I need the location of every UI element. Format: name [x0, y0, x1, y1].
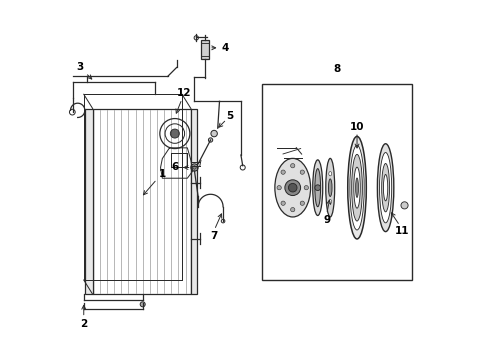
Circle shape	[290, 207, 294, 212]
Circle shape	[314, 185, 320, 190]
Ellipse shape	[353, 167, 360, 208]
Ellipse shape	[381, 163, 389, 212]
Bar	[262, 84, 411, 280]
Ellipse shape	[314, 168, 320, 207]
Circle shape	[300, 170, 304, 174]
Circle shape	[290, 163, 294, 168]
Circle shape	[276, 185, 281, 190]
Text: 11: 11	[394, 226, 408, 236]
Ellipse shape	[355, 178, 358, 197]
Ellipse shape	[328, 185, 331, 190]
Circle shape	[208, 138, 212, 142]
Text: 4: 4	[221, 43, 228, 53]
Circle shape	[304, 185, 308, 190]
Bar	[190, 109, 197, 294]
Circle shape	[400, 202, 407, 209]
Ellipse shape	[383, 175, 387, 201]
Ellipse shape	[328, 172, 331, 176]
Text: 6: 6	[171, 162, 178, 172]
Bar	[201, 40, 209, 59]
Circle shape	[210, 130, 217, 137]
Bar	[84, 109, 93, 294]
Text: 12: 12	[176, 88, 191, 98]
Ellipse shape	[328, 179, 331, 197]
Circle shape	[281, 170, 285, 174]
Text: 2: 2	[80, 319, 87, 329]
Text: 9: 9	[323, 215, 329, 225]
Ellipse shape	[351, 154, 362, 221]
Circle shape	[281, 201, 285, 205]
Text: 5: 5	[226, 111, 233, 121]
Ellipse shape	[325, 158, 334, 217]
Text: 7: 7	[210, 231, 218, 242]
Ellipse shape	[312, 160, 322, 216]
Text: 3: 3	[77, 63, 83, 72]
Ellipse shape	[377, 144, 393, 231]
Ellipse shape	[328, 199, 331, 204]
Polygon shape	[93, 109, 190, 294]
FancyArrowPatch shape	[282, 148, 300, 154]
Circle shape	[140, 302, 145, 307]
Circle shape	[288, 183, 296, 192]
Text: 8: 8	[333, 64, 340, 74]
Ellipse shape	[349, 145, 364, 230]
Circle shape	[170, 129, 179, 138]
Circle shape	[192, 166, 196, 169]
Text: 1: 1	[159, 168, 165, 179]
Text: 10: 10	[349, 122, 364, 132]
Circle shape	[285, 180, 300, 195]
Circle shape	[300, 201, 304, 205]
Ellipse shape	[274, 158, 310, 217]
Ellipse shape	[379, 153, 391, 223]
Ellipse shape	[347, 136, 366, 239]
